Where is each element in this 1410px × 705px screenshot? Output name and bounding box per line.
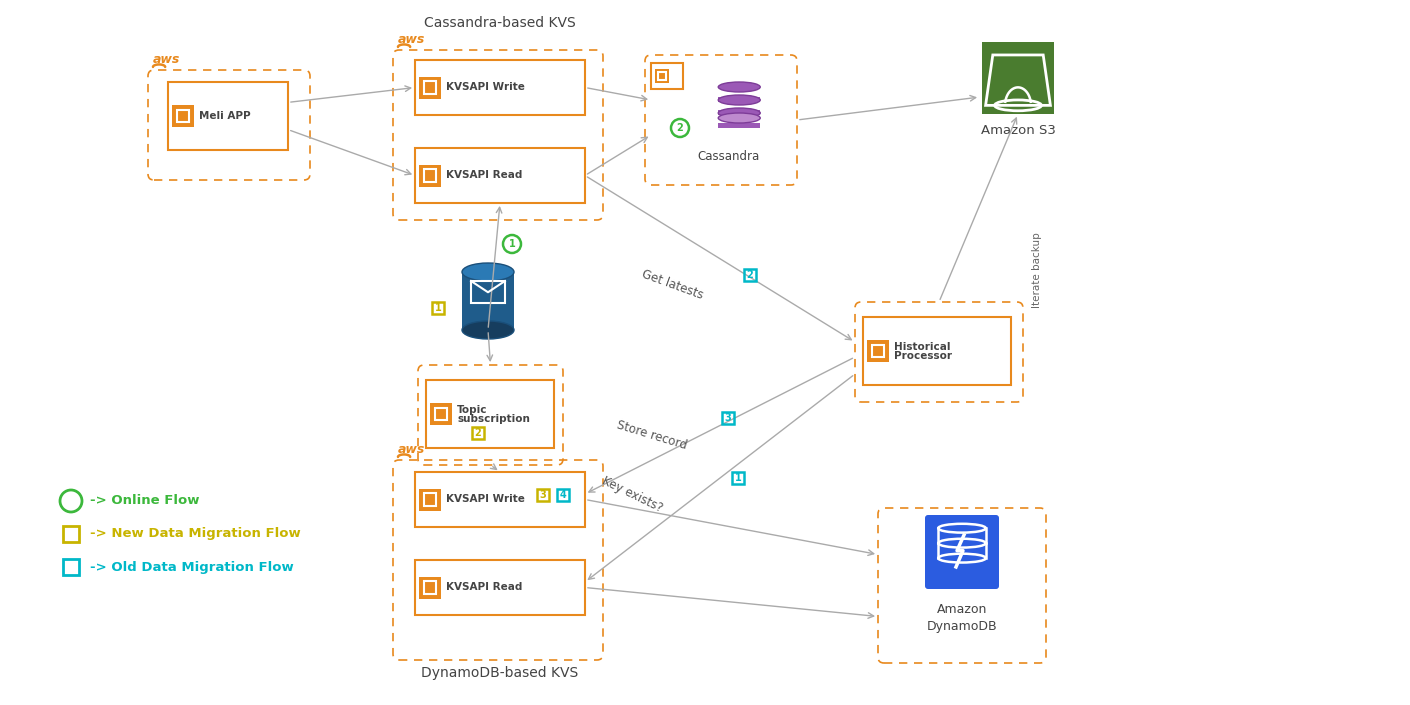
Ellipse shape (462, 321, 515, 339)
Text: 1: 1 (509, 239, 516, 249)
Bar (718, 110, 760, 115)
FancyBboxPatch shape (925, 515, 1000, 589)
Text: Processor: Processor (894, 351, 952, 361)
Bar (462, 272, 515, 330)
Text: 2: 2 (677, 123, 684, 133)
Text: DynamoDB-based KVS: DynamoDB-based KVS (422, 666, 578, 680)
FancyBboxPatch shape (867, 340, 888, 362)
Text: Meli APP: Meli APP (199, 111, 251, 121)
FancyBboxPatch shape (863, 317, 1011, 385)
FancyBboxPatch shape (419, 164, 441, 187)
Text: subscription: subscription (457, 414, 530, 424)
Text: 4: 4 (560, 490, 567, 500)
FancyBboxPatch shape (419, 577, 441, 599)
Ellipse shape (718, 108, 760, 118)
Text: KVSAPI Read: KVSAPI Read (446, 171, 522, 180)
Ellipse shape (718, 113, 760, 123)
Ellipse shape (718, 82, 760, 92)
FancyBboxPatch shape (871, 345, 884, 357)
Text: 2: 2 (747, 270, 753, 280)
Text: Amazon S3: Amazon S3 (980, 124, 1056, 137)
FancyBboxPatch shape (415, 148, 585, 203)
FancyBboxPatch shape (415, 60, 585, 115)
Text: 1: 1 (434, 303, 441, 313)
FancyBboxPatch shape (656, 69, 670, 83)
Text: KVSAPI Write: KVSAPI Write (446, 82, 525, 92)
Text: 3: 3 (540, 490, 547, 500)
Text: -> Online Flow: -> Online Flow (90, 494, 199, 508)
FancyBboxPatch shape (176, 110, 189, 122)
FancyBboxPatch shape (426, 380, 554, 448)
FancyBboxPatch shape (168, 82, 288, 150)
FancyBboxPatch shape (419, 77, 441, 99)
FancyBboxPatch shape (651, 63, 682, 89)
Text: aws: aws (398, 33, 426, 46)
Text: aws: aws (154, 53, 180, 66)
FancyBboxPatch shape (424, 493, 436, 505)
FancyBboxPatch shape (434, 408, 447, 420)
Text: 3: 3 (725, 413, 732, 423)
Text: KVSAPI Read: KVSAPI Read (446, 582, 522, 592)
FancyBboxPatch shape (424, 82, 436, 94)
FancyBboxPatch shape (419, 489, 441, 510)
Text: Cassandra-based KVS: Cassandra-based KVS (424, 16, 575, 30)
Text: Get latests: Get latests (640, 268, 705, 302)
Text: Iterate backup: Iterate backup (1032, 232, 1042, 308)
Text: Key exists?: Key exists? (601, 474, 664, 515)
Bar (471, 281, 505, 303)
FancyBboxPatch shape (424, 169, 436, 182)
FancyBboxPatch shape (415, 560, 585, 615)
FancyBboxPatch shape (172, 105, 195, 127)
FancyBboxPatch shape (424, 582, 436, 594)
FancyBboxPatch shape (415, 472, 585, 527)
Text: 2: 2 (475, 428, 481, 438)
Text: Store record: Store record (615, 418, 688, 452)
FancyBboxPatch shape (430, 403, 453, 425)
Bar (718, 123, 760, 128)
Ellipse shape (462, 263, 515, 281)
Text: 1: 1 (735, 473, 742, 483)
FancyBboxPatch shape (658, 72, 666, 80)
Bar (718, 97, 760, 102)
Text: aws: aws (398, 443, 426, 456)
Text: Topic: Topic (457, 405, 488, 415)
Text: Historical: Historical (894, 342, 950, 352)
Ellipse shape (718, 95, 760, 105)
Text: -> Old Data Migration Flow: -> Old Data Migration Flow (90, 560, 293, 573)
Text: KVSAPI Write: KVSAPI Write (446, 494, 525, 505)
Text: -> New Data Migration Flow: -> New Data Migration Flow (90, 527, 300, 541)
Text: Cassandra: Cassandra (698, 150, 760, 163)
Bar (981, 42, 1055, 114)
Text: Amazon
DynamoDB: Amazon DynamoDB (926, 603, 997, 633)
